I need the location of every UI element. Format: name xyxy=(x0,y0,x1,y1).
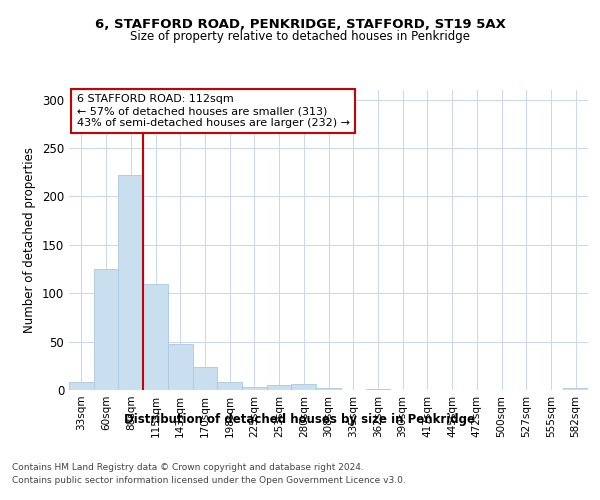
Bar xyxy=(292,384,316,390)
Bar xyxy=(168,344,193,390)
Bar xyxy=(217,382,242,390)
Bar xyxy=(118,175,143,390)
Bar xyxy=(316,388,341,390)
Bar xyxy=(242,387,267,390)
Text: Size of property relative to detached houses in Penkridge: Size of property relative to detached ho… xyxy=(130,30,470,43)
Text: 6 STAFFORD ROAD: 112sqm
← 57% of detached houses are smaller (313)
43% of semi-d: 6 STAFFORD ROAD: 112sqm ← 57% of detache… xyxy=(77,94,350,128)
Bar xyxy=(267,385,292,390)
Bar xyxy=(563,388,588,390)
Text: Contains public sector information licensed under the Open Government Licence v3: Contains public sector information licen… xyxy=(12,476,406,485)
Bar xyxy=(365,389,390,390)
Bar xyxy=(94,269,118,390)
Text: Distribution of detached houses by size in Penkridge: Distribution of detached houses by size … xyxy=(125,412,476,426)
Bar xyxy=(69,382,94,390)
Bar xyxy=(193,367,217,390)
Bar xyxy=(143,284,168,390)
Y-axis label: Number of detached properties: Number of detached properties xyxy=(23,147,37,333)
Text: Contains HM Land Registry data © Crown copyright and database right 2024.: Contains HM Land Registry data © Crown c… xyxy=(12,462,364,471)
Text: 6, STAFFORD ROAD, PENKRIDGE, STAFFORD, ST19 5AX: 6, STAFFORD ROAD, PENKRIDGE, STAFFORD, S… xyxy=(95,18,505,30)
